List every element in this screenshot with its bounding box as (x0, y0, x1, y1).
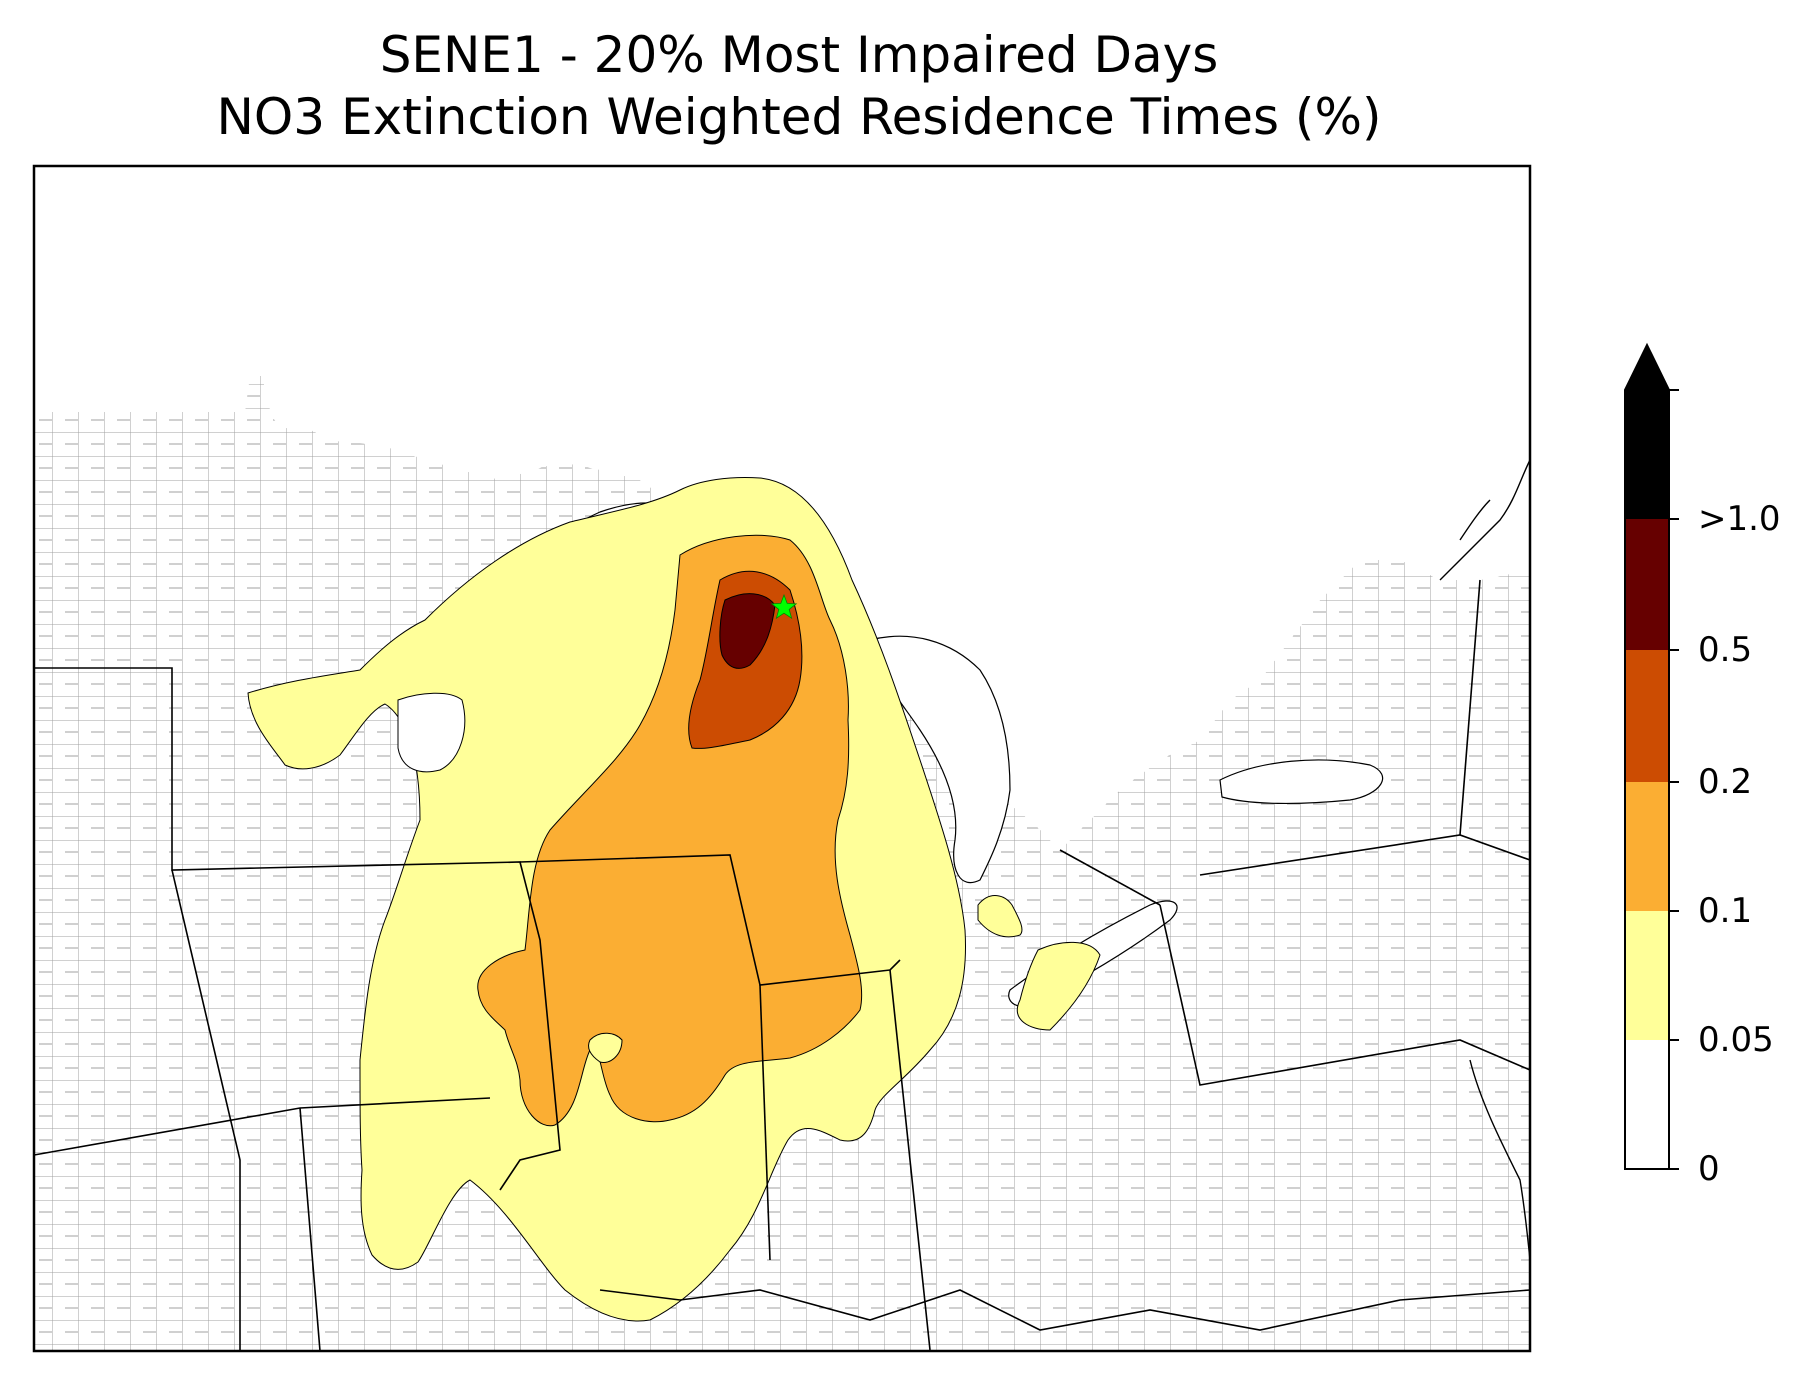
colorbar-bin-over-1.0 (1625, 390, 1669, 519)
colorbar-label-0.5: 0.5 (1698, 630, 1753, 670)
chart-title-line-1: SENE1 - 20% Most Impaired Days (379, 26, 1219, 84)
colorbar-outline (1624, 342, 1670, 1170)
colorbar-label-0: 0 (1698, 1149, 1720, 1189)
colorbar-label-0.05: 0.05 (1698, 1020, 1774, 1060)
state-boundaries (34, 579, 1530, 1351)
colorbar-bin-0.05-0.1 (1625, 911, 1669, 1040)
lake-huron (869, 635, 1011, 884)
colorbar-label-over-1.0: >1.0 (1698, 499, 1781, 539)
contour-gap-2 (587, 1032, 623, 1064)
receptor-star-icon (770, 593, 798, 620)
contour-gap (397, 692, 466, 773)
colorbar-bin-0.2-0.5 (1625, 650, 1669, 782)
colorbar (1624, 342, 1679, 1170)
colorbar-bin-0.1-0.2 (1625, 782, 1669, 911)
colorbar-label-0.1: 0.1 (1698, 891, 1753, 931)
map-area (34, 166, 1530, 1351)
colorbar-bin-0.5-1.0 (1625, 519, 1669, 650)
lake-ontario (1219, 759, 1383, 805)
east-coast (1439, 459, 1530, 1261)
contour-patch-2 (1016, 941, 1101, 1031)
colorbar-bin-0-0.05 (1625, 1040, 1669, 1169)
contour-patch-1 (977, 895, 1023, 938)
contour-0.5-1.0 (719, 593, 776, 669)
colorbar-ticks (1669, 389, 1679, 1170)
map-frame (32, 164, 1532, 1353)
colorbar-extend-arrow (1625, 345, 1669, 390)
colorbar-label-0.2: 0.2 (1698, 762, 1753, 802)
chart-title-line-2: NO3 Extinction Weighted Residence Times … (216, 88, 1382, 146)
